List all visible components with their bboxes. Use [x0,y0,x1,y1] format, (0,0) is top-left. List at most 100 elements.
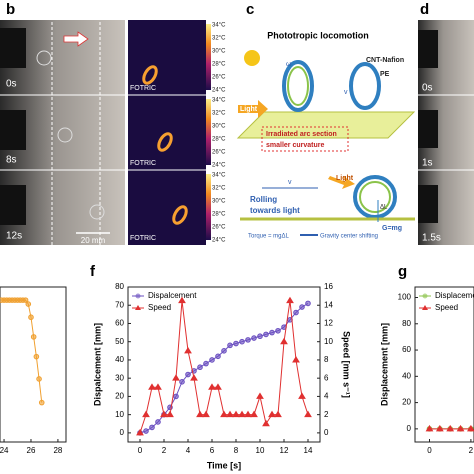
y2-tick-label: 14 [324,300,333,309]
time-label: 0s [422,83,433,94]
ring [89,204,105,220]
legend-label: Displacement [435,291,474,300]
y2-tick-label: 2 [324,410,329,419]
legend-label: Speed [435,303,458,312]
y-axis-title: Dispalcement [mm] [92,323,102,406]
point [196,410,204,418]
colorbar-label: 26°C [212,75,226,81]
y-tick-label: 60 [115,319,124,328]
substrate: PE [380,71,390,78]
legend-marker [422,293,428,299]
point [262,419,270,427]
colorbar-label: 32°C [212,36,226,42]
point [251,335,257,341]
x-tick-label: 8 [234,446,239,455]
x-tick-label: 6 [210,446,215,455]
plot-frame [0,286,67,443]
point [172,374,180,381]
brand: FOTRIC [130,85,156,92]
colorbars: 34°C 32°C 30°C 28°C 26°C 24°C 34°C 32°C 30°C 28°C… [206,23,226,244]
panel-label: c [246,1,254,18]
point [292,355,300,363]
point [136,428,144,436]
time-label: 1.5s [422,233,441,244]
delta: ΔL [380,205,388,211]
brand: FOTRIC [130,160,156,167]
y-tick-label: 50 [115,337,124,346]
y-tick-label: 40 [115,355,124,364]
hot-ring [172,205,188,225]
point [203,360,209,367]
torque: Torque = mgΔL [248,234,290,240]
colorbar-label: 28°C [212,62,226,68]
point [226,410,234,418]
ring [359,181,391,213]
legend-label: Speed [148,303,171,312]
point [304,410,312,418]
y2-tick-label: 16 [324,282,333,291]
panel-d: d 0s 1s 1.5s [418,1,474,245]
colorbar-label: 34°C [212,173,226,179]
y-tick-label: 10 [115,410,124,419]
x-tick-label: 2 [162,446,167,455]
point [244,410,252,418]
scale-label: 20 mm [81,236,106,245]
series-line [1,299,43,403]
x-tick-label: 26 [27,446,36,455]
colorbar-label: 24°C [212,88,226,94]
point [143,428,149,434]
point [467,424,474,432]
diagram-title: Phototropic locomotion [267,30,369,40]
point [245,337,251,343]
x-tick-label: 10 [256,446,265,455]
material: CNT-Nafion [366,57,404,64]
legend-marker [422,305,428,310]
point [155,419,161,425]
legend-marker [135,305,141,310]
callout [261,126,349,152]
ring [57,127,73,143]
y-axis-title: Displacement [mm] [379,323,389,406]
point [33,353,40,360]
x-tick-label: 2 [469,446,474,455]
light-label: Light [240,106,258,113]
arrow [63,31,89,47]
y-tick-label: 40 [402,371,411,380]
point [25,301,32,307]
x-tick-label: 4 [186,446,191,455]
x-tick-label: 12 [280,446,289,455]
point [425,424,434,432]
point [197,364,203,371]
x-axis-title: Time [s] [207,460,241,470]
rolling: towards light [250,206,300,215]
legend-label: Dispalcement [148,291,197,300]
point [293,309,299,316]
point [221,348,227,354]
point [173,393,179,400]
point [250,410,258,418]
y2-tick-label: 6 [324,373,329,382]
x-tick-label: 0 [427,446,432,455]
point [280,337,288,345]
point [238,410,246,418]
callout-text: smaller curvature [266,142,324,149]
point [446,424,455,432]
point [269,329,275,336]
colorbar-label: 34°C [212,98,226,104]
point [178,296,186,304]
colorbar-label: 32°C [212,111,226,117]
colorbar-label: 24°C [212,163,226,169]
point [299,304,305,310]
point [185,371,191,378]
rolling: Rolling [250,195,277,204]
point [233,340,239,347]
time-label: 12s [6,231,22,242]
point [220,410,228,418]
y-tick-label: 20 [402,398,411,407]
sun [244,50,260,66]
point [154,383,162,390]
shift: Gravity center shifting [320,234,378,240]
point [215,353,221,360]
